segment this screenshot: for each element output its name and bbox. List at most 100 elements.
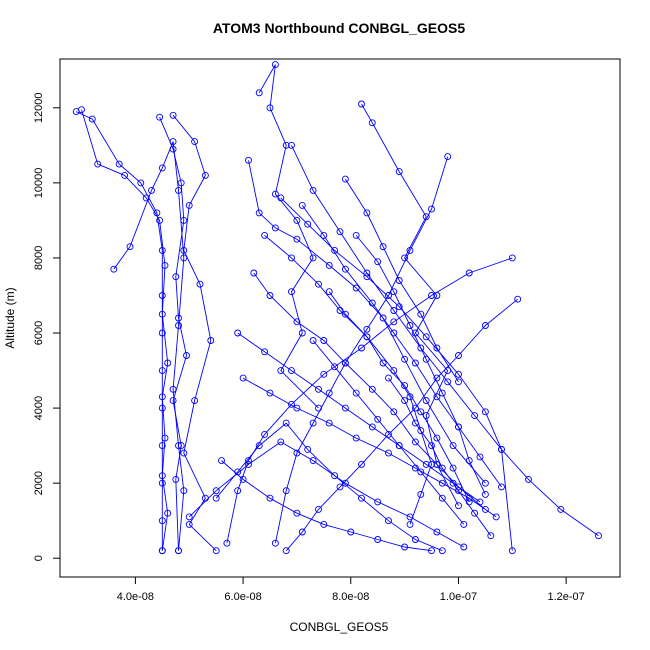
data-point [156, 216, 164, 224]
data-point [347, 528, 355, 536]
series-line-7 [291, 145, 599, 537]
data-point [207, 337, 215, 344]
data-point [164, 359, 172, 367]
data-point [266, 494, 274, 502]
data-point [374, 415, 382, 423]
data-point [158, 472, 166, 480]
data-point [363, 333, 371, 341]
y-axis: 0 2000 4000 6000 8000 10000 12000 [33, 93, 61, 561]
x-tick-label: 1.0e-07 [440, 591, 477, 603]
data-point [88, 115, 96, 123]
data-point [158, 246, 166, 254]
data-point [444, 153, 452, 161]
series-line-10 [226, 257, 513, 544]
data-point [390, 408, 398, 416]
data-point [282, 487, 290, 495]
data-point [271, 539, 279, 547]
data-point [433, 434, 441, 442]
data-point [177, 442, 185, 450]
data-point [158, 164, 166, 172]
series-line-6 [248, 160, 486, 484]
data-point [390, 307, 398, 314]
y-tick-label: 6000 [33, 321, 45, 345]
series-line-18 [188, 441, 465, 548]
data-point [406, 513, 414, 521]
data-point [331, 472, 339, 480]
y-tick-label: 0 [33, 555, 45, 561]
data-point [358, 494, 365, 502]
data-point [406, 520, 414, 528]
data-point [433, 528, 441, 536]
data-point [234, 329, 242, 337]
data-point [191, 138, 199, 146]
data-point [298, 528, 306, 536]
data-point [438, 479, 446, 487]
data-point [428, 205, 435, 213]
data-point [94, 160, 102, 168]
data-point [315, 505, 322, 513]
data-point [438, 464, 446, 472]
data-point [336, 228, 344, 236]
data-point [309, 254, 317, 262]
data-point [358, 460, 365, 468]
data-point [395, 277, 403, 284]
data-point [293, 509, 301, 517]
data-point [492, 513, 500, 521]
data-point [212, 487, 220, 495]
data-point [180, 487, 188, 495]
data-point [191, 397, 199, 405]
data-point [158, 547, 166, 555]
data-point [508, 254, 516, 262]
data-point [595, 532, 602, 540]
data-point [282, 141, 290, 149]
data-point [266, 292, 274, 299]
data-point [363, 273, 371, 281]
data-point [261, 231, 269, 239]
data-point [417, 468, 425, 476]
data-point [498, 445, 505, 453]
data-point [325, 419, 333, 427]
data-point [422, 355, 430, 363]
data-point [363, 209, 371, 217]
data-point [298, 201, 306, 209]
data-point [352, 231, 360, 239]
data-point [158, 479, 166, 487]
data-point [476, 453, 484, 461]
data-point [455, 423, 462, 431]
data-point [352, 284, 360, 292]
data-point [336, 483, 344, 491]
data-point [449, 464, 457, 472]
data-point [201, 171, 209, 179]
data-point [78, 106, 85, 114]
data-point [374, 536, 382, 543]
data-point [341, 359, 349, 367]
data-point [266, 104, 274, 112]
x-tick-label: 6.0e-08 [224, 591, 261, 603]
data-point [223, 539, 231, 547]
data-point [175, 322, 182, 329]
data-point [309, 186, 317, 194]
data-point [164, 509, 172, 517]
data-point [352, 434, 360, 442]
data-point [177, 179, 185, 187]
data-point [514, 295, 522, 303]
data-point [266, 389, 274, 397]
data-point [282, 547, 290, 555]
data-point [476, 498, 484, 506]
data-point [180, 216, 188, 224]
data-point [341, 310, 349, 318]
data-point [417, 310, 425, 318]
data-point [325, 288, 333, 296]
data-point [288, 288, 295, 296]
data-point [411, 536, 419, 543]
data-point [385, 430, 392, 438]
data-point [250, 269, 258, 277]
data-point [115, 160, 123, 168]
data-point [212, 547, 220, 555]
data-point [465, 269, 473, 277]
data-point [401, 355, 409, 363]
data-point [444, 378, 452, 386]
data-point [358, 100, 365, 108]
data-point [385, 517, 392, 525]
data-point [379, 314, 387, 322]
